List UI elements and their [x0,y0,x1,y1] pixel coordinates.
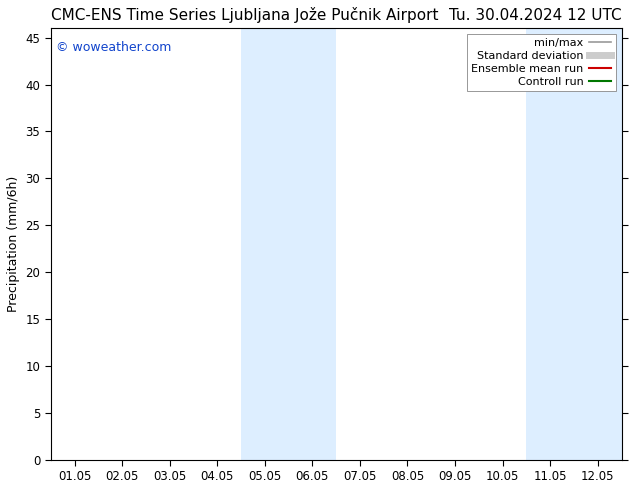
Y-axis label: Precipitation (mm/6h): Precipitation (mm/6h) [7,176,20,312]
Text: CMC-ENS Time Series Ljubljana Jože Pučnik Airport: CMC-ENS Time Series Ljubljana Jože Pučni… [51,7,438,23]
Text: © woweather.com: © woweather.com [56,41,172,54]
Bar [526,28,621,460]
Legend: min/max, Standard deviation, Ensemble mean run, Controll run: min/max, Standard deviation, Ensemble me… [467,34,616,91]
Bar [241,28,336,460]
Text: Tu. 30.04.2024 12 UTC: Tu. 30.04.2024 12 UTC [449,8,621,23]
